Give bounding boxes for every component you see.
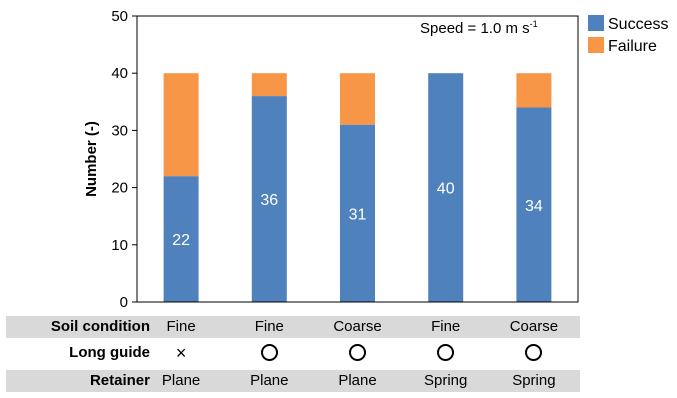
circle-icon (437, 343, 455, 361)
condition-cell-5: Spring (512, 372, 556, 389)
cross-icon: × (175, 343, 187, 363)
legend-label-failure: Failure (608, 38, 657, 55)
legend-swatch-success (588, 15, 604, 31)
condition-row-soil-condition: Soil condition Fine Fine Coarse Fine Coarse (6, 316, 580, 338)
long-guide-cell-4 (401, 342, 491, 364)
circle-icon (260, 343, 278, 361)
condition-row-retainer: Retainer Plane Plane Plane Spring Spring (6, 370, 580, 392)
condition-row-label: Retainer (89, 372, 150, 389)
condition-cell-2: Plane (250, 372, 289, 389)
condition-row-long-guide: Long guide × (6, 342, 580, 364)
bar-success-4 (428, 73, 464, 302)
bar-failure-1 (163, 73, 199, 177)
long-guide-cell-1: × (136, 342, 226, 366)
y-tick-label: 30 (111, 122, 128, 139)
bar-failure-3 (340, 73, 375, 125)
condition-cell-4: Fine (431, 318, 461, 335)
condition-row-label: Soil condition (50, 318, 150, 335)
bar-data-label-4: 40 (437, 181, 455, 198)
legend-swatch-failure (588, 37, 604, 53)
long-guide-cell-5 (489, 342, 579, 364)
condition-cell-3: Coarse (333, 318, 382, 335)
bar-data-label-3: 31 (349, 206, 367, 223)
bar-failure-2 (251, 73, 287, 97)
long-guide-cell-3 (313, 342, 403, 364)
y-tick-label: 40 (111, 65, 128, 82)
condition-cell-2: Fine (254, 318, 284, 335)
circle-icon (525, 343, 543, 361)
bar-data-label-2: 36 (260, 192, 278, 209)
bar-success-2 (251, 96, 287, 302)
long-guide-cell-2 (224, 342, 314, 364)
stacked-bar-chart: 22 36 31 40 34 0 10 20 30 40 50 Number (-) Success… (83, 8, 668, 311)
condition-cell-1: Fine (166, 318, 196, 335)
circle-icon (349, 343, 366, 361)
bar-success-1 (163, 176, 199, 302)
bar-success-3 (340, 124, 375, 303)
bar-data-label-5: 34 (525, 198, 543, 215)
condition-row-label: Long guide (69, 344, 150, 361)
condition-cell-4: Spring (424, 372, 468, 389)
condition-cell-1: Plane (161, 372, 201, 389)
condition-cell-5: Coarse (509, 318, 559, 335)
condition-cell-3: Plane (338, 372, 377, 389)
bar-failure-5 (516, 73, 552, 108)
y-axis-label: Number (-) (83, 121, 100, 197)
y-tick-label: 0 (120, 294, 128, 311)
bar-data-label-1: 22 (172, 232, 190, 249)
bar-success-5 (516, 107, 552, 303)
speed-annotation: Speed = 1.0 m s-1 (420, 19, 538, 37)
y-tick-label: 20 (111, 180, 128, 197)
plot-frame (136, 15, 579, 303)
y-tick-label: 50 (111, 8, 128, 25)
legend-label-success: Success (608, 16, 668, 33)
y-tick-label: 10 (111, 237, 128, 254)
